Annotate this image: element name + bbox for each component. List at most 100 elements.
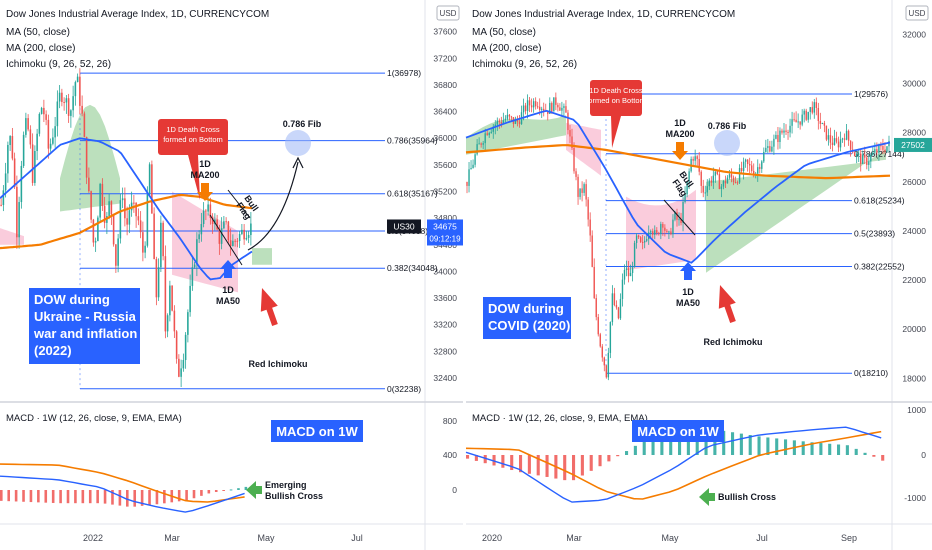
macd-histogram-bar	[651, 439, 655, 455]
candle-body	[567, 112, 569, 131]
candle-body	[0, 204, 2, 206]
macd-histogram-bar	[536, 455, 540, 476]
macd-title-box: MACD on 1W	[632, 420, 724, 442]
candle-body	[674, 212, 676, 220]
candle-body	[575, 171, 577, 177]
ma50-line	[0, 137, 253, 281]
candle-body	[492, 126, 494, 132]
candle-body	[874, 149, 876, 153]
chart-title: Dow Jones Industrial Average Index, 1D, …	[472, 9, 735, 20]
candle-body	[839, 139, 842, 148]
currency-badge-box	[436, 5, 460, 21]
candle-body	[809, 107, 811, 112]
candle-body	[860, 153, 862, 164]
price-tick-label: 24000	[902, 226, 926, 236]
fib-target-circle	[714, 130, 740, 156]
price-tick-label: 26000	[902, 177, 926, 187]
candle-body	[593, 266, 595, 299]
candle-body	[748, 163, 751, 166]
candle-body	[74, 82, 77, 97]
candle-body	[218, 229, 221, 244]
price-axis: 3240032800332003360034000344003480035200…	[433, 27, 457, 383]
candle-body	[110, 201, 113, 215]
candle-body	[841, 138, 844, 140]
candle-body	[470, 168, 472, 170]
macd-histogram-bar	[563, 455, 567, 481]
candle-body	[76, 76, 79, 83]
candle-body	[710, 180, 713, 183]
ichimoku-red-span	[0, 228, 24, 245]
candle-body	[56, 101, 59, 127]
candle-body	[90, 191, 92, 220]
candle-body	[793, 119, 795, 121]
candle-body	[777, 134, 779, 143]
candle-body	[54, 126, 56, 138]
candle-body	[45, 114, 47, 120]
macd-histogram-bar	[118, 490, 122, 506]
candle-body	[670, 231, 672, 235]
candlesticks	[466, 92, 890, 381]
fib-target-arrowhead	[292, 156, 304, 169]
candle-body	[524, 105, 527, 112]
price-tick-label: 37200	[433, 53, 457, 63]
macd-histogram-bar	[642, 441, 646, 455]
ichimoku-red-span	[566, 122, 601, 176]
macd-tick-label: -1000	[904, 493, 926, 503]
macd-histogram-bar	[501, 455, 505, 468]
candle-body	[650, 231, 652, 233]
candle-body	[211, 217, 214, 225]
macd-histogram-bar	[44, 490, 48, 503]
candle-body	[468, 169, 470, 186]
candle-body	[708, 180, 711, 187]
macd-histogram-bar	[625, 451, 629, 455]
price-tick-label: 36800	[433, 80, 457, 90]
macd-label: MACD · 1W (12, 26, close, 9, EMA, EMA)	[6, 413, 182, 424]
candle-body	[613, 293, 616, 305]
candle-body	[488, 132, 490, 136]
macd-histogram-bar	[669, 435, 673, 455]
macd-histogram-bar	[237, 488, 240, 490]
candle-body	[714, 171, 717, 176]
candle-body	[732, 177, 735, 182]
candle-body	[817, 107, 820, 122]
macd-histogram-bar	[837, 444, 841, 455]
macd-histogram-bar	[96, 490, 99, 504]
price-tick-label: 33200	[433, 320, 457, 330]
candle-body	[615, 304, 618, 308]
candle-body	[142, 232, 144, 253]
candle-body	[571, 136, 573, 149]
ma50-annotation: MA50	[216, 296, 240, 306]
candle-body	[528, 100, 531, 106]
candle-body	[771, 146, 773, 152]
price-tick-label: 33600	[433, 293, 457, 303]
candle-body	[583, 184, 585, 193]
candle-body	[518, 121, 521, 125]
indicator-label: MA (50, close)	[472, 27, 536, 38]
candle-body	[510, 116, 513, 118]
candle-body	[684, 194, 686, 202]
candle-body	[601, 346, 603, 358]
ichimoku-green-span	[60, 104, 120, 212]
candle-body	[643, 240, 646, 243]
candle-body	[220, 228, 223, 244]
candle-body	[25, 118, 27, 135]
candle-body	[117, 238, 119, 266]
headline-box-box	[483, 297, 571, 339]
macd-histogram-bar	[103, 490, 107, 504]
candle-body	[862, 154, 864, 164]
price-tick-label: 34800	[433, 213, 457, 223]
time-tick-label: Jul	[756, 533, 768, 543]
candle-body	[173, 310, 176, 332]
fib-level-label: 0(32238)	[387, 384, 421, 394]
fib-level-label: 1(29576)	[854, 89, 888, 99]
candle-body	[65, 98, 68, 103]
time-tick-label: May	[257, 533, 275, 543]
candle-body	[27, 118, 29, 130]
macd-histogram-bar	[200, 490, 203, 496]
time-axis: 2020 Mar May Jul Sep	[482, 533, 857, 543]
candle-body	[837, 141, 840, 148]
macd-histogram-bar	[572, 455, 576, 481]
time-tick-label: Mar	[164, 533, 180, 543]
candle-body	[166, 315, 169, 332]
candle-body	[236, 240, 239, 242]
